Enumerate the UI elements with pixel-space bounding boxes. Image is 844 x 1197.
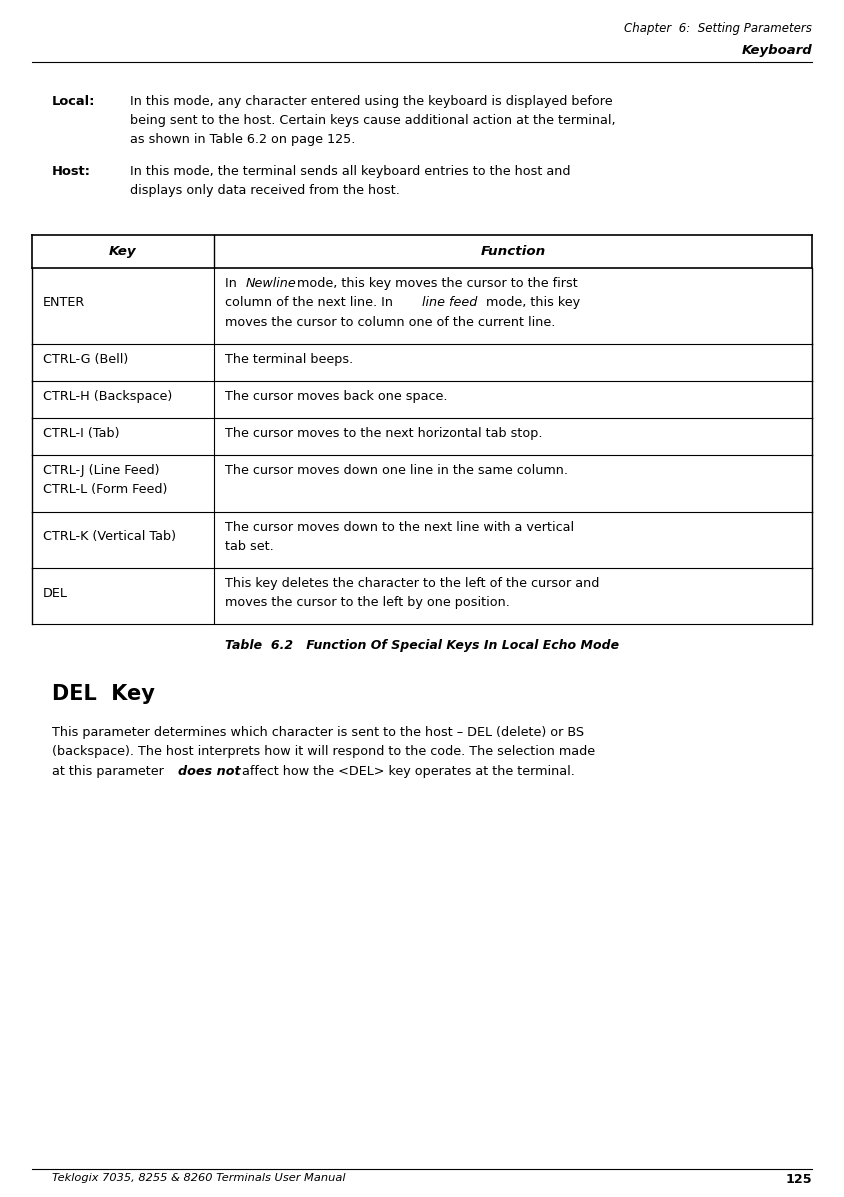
Text: DEL: DEL (43, 587, 68, 600)
Text: does not: does not (178, 765, 241, 778)
Text: as shown in Table 6.2 on page 125.: as shown in Table 6.2 on page 125. (130, 133, 355, 146)
Text: moves the cursor to the left by one position.: moves the cursor to the left by one posi… (225, 596, 510, 609)
Text: Keyboard: Keyboard (741, 44, 812, 57)
Text: This key deletes the character to the left of the cursor and: This key deletes the character to the le… (225, 577, 599, 590)
Text: Newline: Newline (246, 278, 297, 291)
Text: In this mode, the terminal sends all keyboard entries to the host and: In this mode, the terminal sends all key… (130, 165, 571, 178)
Text: tab set.: tab set. (225, 540, 273, 553)
Text: displays only data received from the host.: displays only data received from the hos… (130, 184, 400, 198)
Text: CTRL-L (Form Feed): CTRL-L (Form Feed) (43, 484, 167, 497)
Text: This parameter determines which character is sent to the host – DEL (delete) or : This parameter determines which characte… (52, 727, 584, 740)
Text: CTRL-H (Backspace): CTRL-H (Backspace) (43, 390, 172, 403)
Text: mode, this key: mode, this key (482, 297, 580, 310)
Text: The terminal beeps.: The terminal beeps. (225, 353, 354, 366)
Text: CTRL-K (Vertical Tab): CTRL-K (Vertical Tab) (43, 530, 176, 543)
Text: In: In (225, 278, 241, 291)
Text: Host:: Host: (52, 165, 91, 178)
Text: The cursor moves down to the next line with a vertical: The cursor moves down to the next line w… (225, 521, 574, 534)
Text: line feed: line feed (422, 297, 477, 310)
Text: Chapter  6:  Setting Parameters: Chapter 6: Setting Parameters (624, 22, 812, 35)
Text: (backspace). The host interprets how it will respond to the code. The selection : (backspace). The host interprets how it … (52, 746, 595, 759)
Text: CTRL-G (Bell): CTRL-G (Bell) (43, 353, 128, 366)
Text: mode, this key moves the cursor to the first: mode, this key moves the cursor to the f… (293, 278, 577, 291)
Text: CTRL-J (Line Feed): CTRL-J (Line Feed) (43, 464, 160, 478)
Text: Teklogix 7035, 8255 & 8260 Terminals User Manual: Teklogix 7035, 8255 & 8260 Terminals Use… (52, 1173, 345, 1183)
Text: at this parameter: at this parameter (52, 765, 168, 778)
Text: The cursor moves to the next horizontal tab stop.: The cursor moves to the next horizontal … (225, 427, 543, 440)
Text: Function: Function (480, 245, 545, 259)
Text: Local:: Local: (52, 95, 95, 108)
Text: Table  6.2   Function Of Special Keys In Local Echo Mode: Table 6.2 Function Of Special Keys In Lo… (225, 639, 619, 652)
Text: 125: 125 (786, 1173, 812, 1186)
Text: DEL  Key: DEL Key (52, 685, 155, 704)
Text: In this mode, any character entered using the keyboard is displayed before: In this mode, any character entered usin… (130, 95, 613, 108)
Text: moves the cursor to column one of the current line.: moves the cursor to column one of the cu… (225, 316, 555, 329)
Text: The cursor moves down one line in the same column.: The cursor moves down one line in the sa… (225, 464, 568, 478)
Text: ENTER: ENTER (43, 297, 85, 310)
Text: CTRL-I (Tab): CTRL-I (Tab) (43, 427, 120, 440)
Text: Key: Key (109, 245, 137, 259)
Text: affect how the <DEL> key operates at the terminal.: affect how the <DEL> key operates at the… (238, 765, 575, 778)
Text: The cursor moves back one space.: The cursor moves back one space. (225, 390, 447, 403)
Text: being sent to the host. Certain keys cause additional action at the terminal,: being sent to the host. Certain keys cau… (130, 114, 615, 127)
Text: column of the next line. In: column of the next line. In (225, 297, 397, 310)
